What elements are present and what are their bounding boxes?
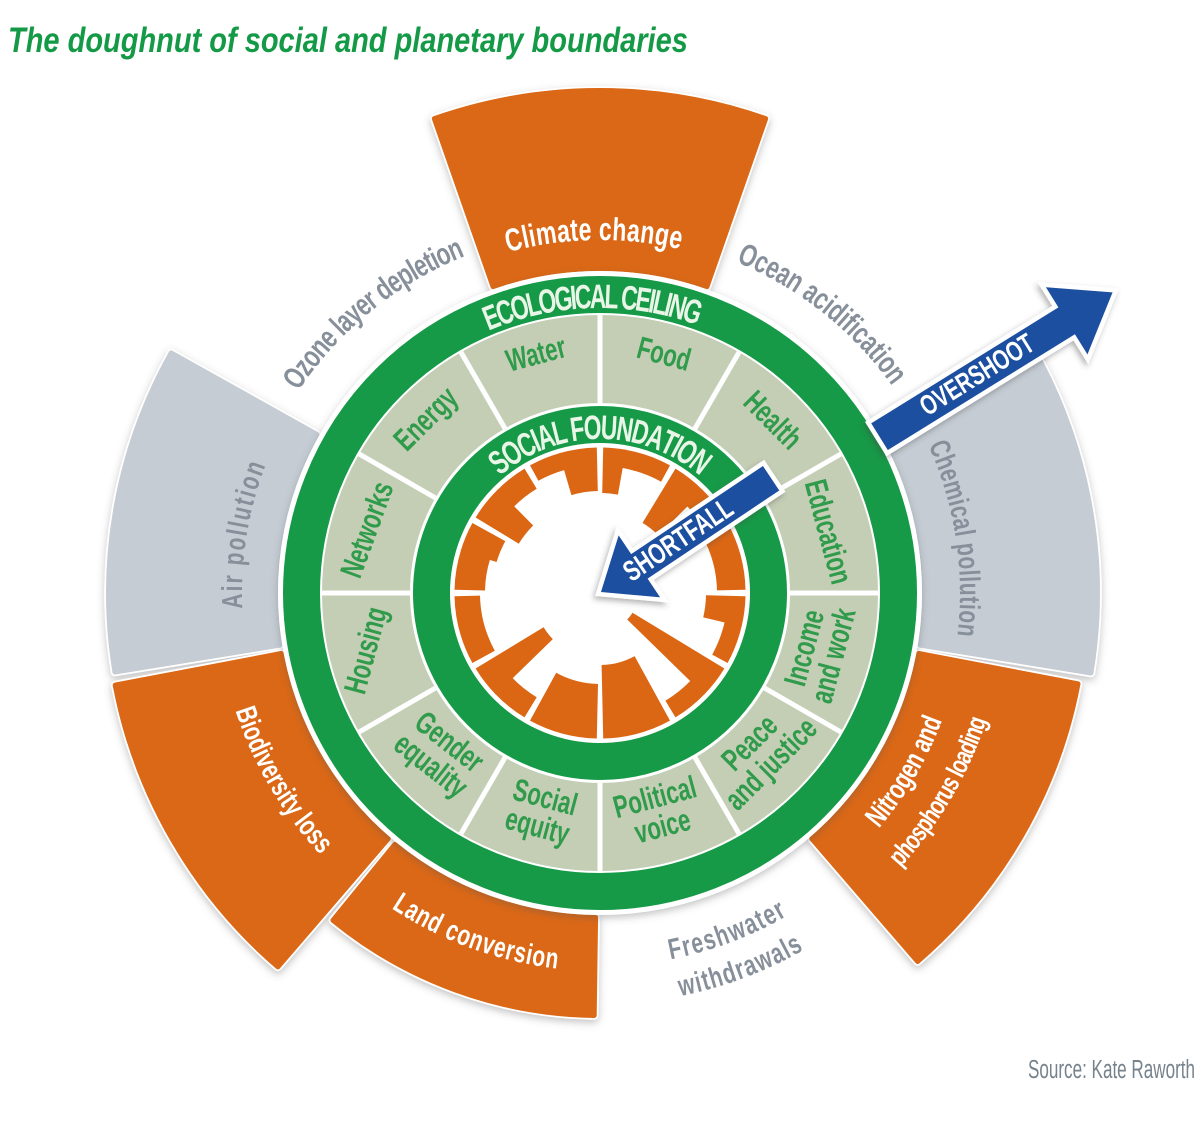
svg-text:r: r	[217, 575, 249, 584]
svg-text:t: t	[569, 212, 579, 248]
svg-text:l: l	[952, 569, 984, 577]
svg-text:o: o	[952, 609, 985, 624]
svg-text:C: C	[619, 279, 639, 318]
svg-text:I: I	[569, 280, 579, 318]
svg-text:N: N	[614, 410, 636, 450]
svg-text:l: l	[223, 519, 256, 531]
svg-text:h: h	[611, 211, 627, 247]
svg-text:p: p	[218, 551, 251, 567]
svg-text:Source: Kate Raworth: Source: Kate Raworth	[1028, 1054, 1195, 1084]
svg-text:L: L	[604, 279, 619, 317]
svg-text:E: E	[633, 281, 654, 320]
svg-text:n: n	[951, 622, 984, 638]
svg-text:o: o	[219, 535, 253, 552]
svg-text:l: l	[948, 527, 981, 538]
svg-text:l: l	[953, 576, 985, 583]
svg-text:i: i	[523, 939, 535, 972]
svg-text:A: A	[590, 279, 607, 317]
svg-text:A: A	[217, 593, 249, 609]
svg-text:The doughnut of social and pla: The doughnut of social and planetary bou…	[8, 20, 688, 59]
svg-text:a: a	[555, 213, 572, 250]
svg-text:o: o	[530, 940, 548, 974]
svg-text:a: a	[626, 212, 642, 249]
svg-text:g: g	[652, 216, 672, 253]
svg-text:F: F	[568, 410, 587, 449]
svg-text:G: G	[552, 280, 574, 319]
svg-text:i: i	[217, 585, 249, 591]
svg-text:c: c	[599, 211, 612, 247]
svg-text:l: l	[222, 527, 255, 538]
svg-text:u: u	[953, 583, 985, 596]
svg-text:w: w	[674, 968, 698, 1003]
svg-text:C: C	[574, 279, 593, 317]
svg-text:U: U	[600, 409, 618, 447]
svg-text:n: n	[638, 214, 657, 251]
svg-text:n: n	[544, 942, 561, 976]
svg-text:i: i	[953, 603, 985, 610]
svg-text:t: t	[953, 596, 985, 604]
svg-text:e: e	[578, 211, 592, 247]
svg-text:o: o	[951, 555, 984, 570]
svg-text:O: O	[583, 409, 602, 447]
svg-text:p: p	[950, 541, 983, 557]
